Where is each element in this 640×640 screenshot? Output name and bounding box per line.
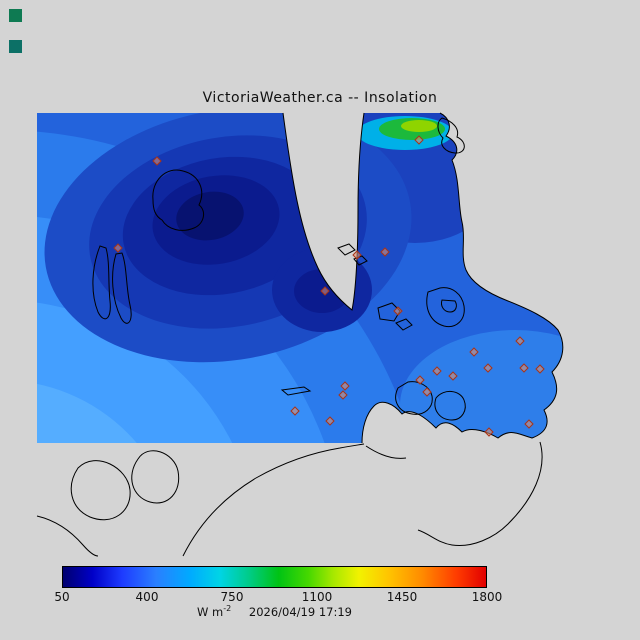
station-marker[interactable]	[393, 306, 403, 316]
coastline	[282, 112, 564, 444]
station-marker[interactable]	[380, 247, 390, 257]
station-marker[interactable]	[338, 390, 348, 400]
footer-line: W m-2 2026/04/19 17:19	[62, 604, 487, 619]
contour-band-high	[401, 120, 437, 132]
colorbar-gradient	[62, 566, 487, 588]
colorbar-tick-label: 1800	[471, 590, 503, 604]
station-marker[interactable]	[152, 156, 162, 166]
colorbar-tick-label: 750	[220, 590, 244, 604]
station-marker[interactable]	[448, 371, 458, 381]
colorbar-tick-label: 50	[54, 590, 70, 604]
southern-coastlines	[36, 441, 543, 557]
station-marker[interactable]	[290, 406, 300, 416]
timestamp: 2026/04/19 17:19	[248, 604, 352, 619]
station-marker[interactable]	[535, 364, 545, 374]
corner-mark	[9, 40, 22, 53]
station-marker[interactable]	[484, 427, 494, 437]
contour-band	[323, 113, 507, 243]
station-marker[interactable]	[483, 363, 493, 373]
colorbar-tick-label: 400	[135, 590, 159, 604]
station-marker[interactable]	[352, 250, 362, 260]
station-marker[interactable]	[519, 363, 529, 373]
station-marker[interactable]	[469, 347, 479, 357]
station-marker[interactable]	[113, 243, 123, 253]
station-markers	[113, 135, 545, 437]
colorbar-tick-label: 1450	[386, 590, 418, 604]
station-marker[interactable]	[325, 416, 335, 426]
station-marker[interactable]	[340, 381, 350, 391]
station-marker[interactable]	[524, 419, 534, 429]
corner-mark	[9, 9, 22, 22]
colorbar-tick-label: 1100	[301, 590, 333, 604]
map-title: VictoriaWeather.ca -- Insolation	[202, 90, 438, 106]
station-marker[interactable]	[422, 387, 432, 397]
colorbar-ticks: 50 400 750 1100 1450 1800	[54, 590, 502, 604]
contour-band	[37, 300, 260, 443]
station-marker[interactable]	[515, 336, 525, 346]
island-outlines	[92, 117, 466, 421]
station-marker[interactable]	[432, 366, 442, 376]
station-marker[interactable]	[320, 286, 330, 296]
station-marker[interactable]	[414, 135, 424, 145]
station-marker[interactable]	[415, 375, 425, 385]
unit-label: W m-2	[197, 604, 232, 619]
